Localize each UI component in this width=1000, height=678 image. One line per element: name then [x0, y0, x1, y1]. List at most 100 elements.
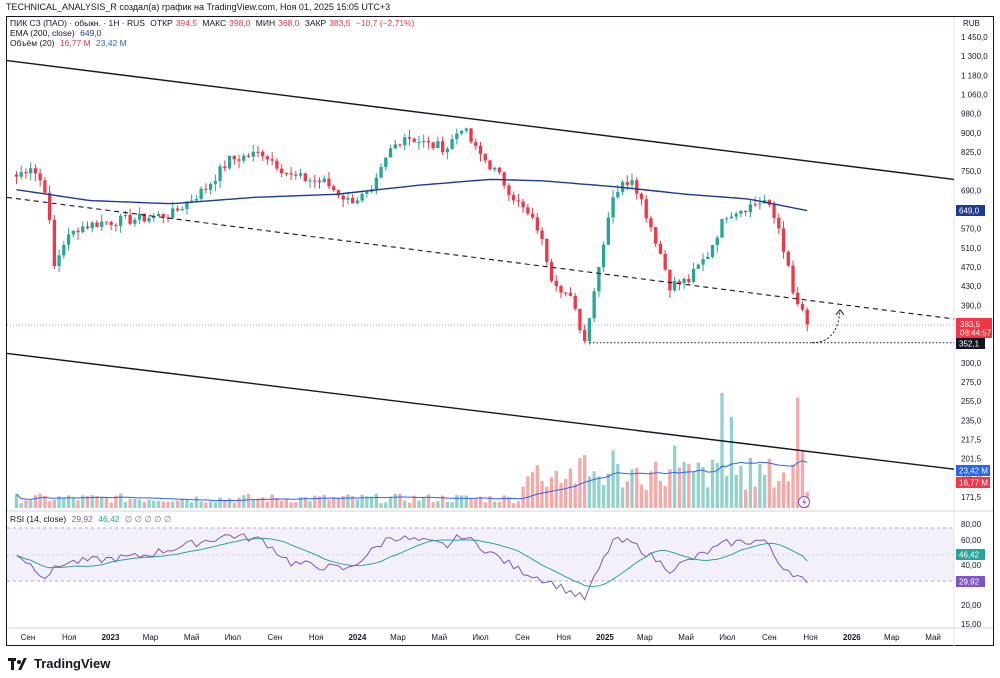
price-tick-label: 300,0 — [961, 359, 982, 368]
rsi-axis: 80,00 60,00 40,00 20,00 15,00 — [961, 520, 982, 629]
candle-body — [554, 280, 558, 287]
legend-volume-ma: 23,42 M — [96, 38, 127, 48]
volume-bar — [644, 489, 648, 508]
candle-body — [100, 221, 104, 228]
volume-bar — [616, 463, 620, 508]
candle-body — [507, 185, 511, 195]
legend-close-label: ЗАКР — [304, 18, 327, 28]
candle-body — [38, 173, 42, 181]
candle-body — [133, 219, 137, 224]
candle-body — [630, 180, 634, 185]
time-tick-label: Сен — [268, 633, 283, 642]
time-tick-label: Ноя — [556, 633, 571, 642]
price-tick-label: 171,5 — [961, 493, 982, 502]
volume-bar — [336, 497, 341, 508]
legend-open: 394,5 — [175, 18, 197, 28]
candle-body — [237, 159, 241, 161]
time-tick-label: Мар — [390, 633, 406, 642]
volume-bar — [772, 487, 776, 508]
legend-ema-value: 649,0 — [80, 28, 102, 38]
chart-frame[interactable] — [6, 16, 994, 646]
volume-bar — [128, 498, 132, 508]
candle-body — [147, 218, 151, 222]
price-tick-label: 510,0 — [961, 244, 982, 253]
volume-bar — [14, 494, 19, 508]
volume-bar — [601, 485, 606, 508]
volume-bar — [445, 501, 450, 508]
volume-bar — [507, 496, 511, 508]
candle-body — [365, 191, 369, 194]
volume-ma-line — [16, 460, 808, 502]
volume-bar — [725, 475, 729, 508]
candle-body — [289, 173, 293, 175]
candle-body — [341, 195, 345, 200]
time-tick-label: 2024 — [348, 633, 366, 642]
ema-badge: 649,0 — [956, 205, 985, 216]
candle-body — [180, 208, 184, 211]
volume-bar — [701, 467, 705, 508]
volume-bar — [630, 469, 634, 508]
volume-bar — [526, 476, 530, 508]
volume-bar — [762, 474, 767, 508]
volume-bar — [549, 477, 554, 508]
svg-text:352,1: 352,1 — [959, 340, 980, 349]
volume-bar — [190, 502, 194, 508]
volume-bar — [545, 486, 549, 508]
lightning-icon[interactable] — [798, 496, 810, 508]
candle-body — [350, 197, 355, 204]
candle-body — [218, 166, 222, 182]
time-tick-label: Май — [184, 633, 200, 642]
candle-body — [725, 218, 729, 220]
price-tick-label: 217,5 — [961, 436, 982, 445]
tradingview-logo-text: TradingView — [34, 656, 111, 671]
volume-bar — [597, 476, 601, 508]
candle-body — [748, 204, 753, 213]
volume-bar — [256, 498, 260, 508]
volume-bar — [521, 486, 525, 508]
candle-body — [450, 139, 454, 149]
price-axis: 1 450,0 1 300,0 1 180,0 1 060,0 980,0 900,0 82… — [961, 33, 988, 502]
projection-arrow — [811, 309, 841, 344]
candle-body — [516, 200, 521, 202]
volume-bar — [100, 496, 104, 508]
volume-bar — [133, 498, 137, 508]
dashed-support — [6, 196, 955, 320]
volume-bar — [152, 500, 156, 508]
volume-bar — [33, 495, 38, 508]
candle-body — [530, 213, 535, 218]
volume-bar — [95, 496, 99, 508]
candle-body — [474, 142, 478, 146]
candle-body — [564, 292, 568, 294]
legend-rsi-value: 29,92 — [71, 514, 93, 524]
svg-text:29,92: 29,92 — [959, 578, 980, 587]
candle-body — [583, 330, 587, 342]
candle-body — [223, 166, 227, 169]
volume-bar — [38, 493, 42, 508]
candle-body — [535, 217, 539, 231]
volume-bar — [137, 499, 142, 508]
rsi-tick-label: 60,00 — [961, 536, 982, 545]
volume-bar — [440, 495, 445, 508]
candle-body — [95, 222, 99, 228]
candle-body — [734, 213, 738, 217]
volume-bar — [369, 496, 374, 508]
time-tick-label: Ноя — [309, 633, 324, 642]
volume-bar — [620, 487, 625, 508]
trendlines — [6, 59, 955, 470]
volume-bar — [502, 495, 506, 508]
candle-body — [161, 213, 165, 218]
price-tick-label: 1 180,0 — [961, 71, 988, 80]
volume-bar — [734, 474, 738, 508]
candle-body — [511, 194, 516, 201]
legend-low-label: МИН — [255, 18, 276, 28]
candle-body — [786, 251, 790, 266]
time-tick-label: Июл — [472, 633, 489, 642]
volume-bar — [81, 495, 85, 508]
tradingview-logo[interactable]: TradingView — [8, 656, 110, 671]
candle-body — [317, 180, 322, 183]
candle-body — [57, 255, 61, 266]
candle-body — [355, 200, 360, 204]
candle-body — [379, 167, 383, 178]
candle-body — [47, 192, 52, 220]
